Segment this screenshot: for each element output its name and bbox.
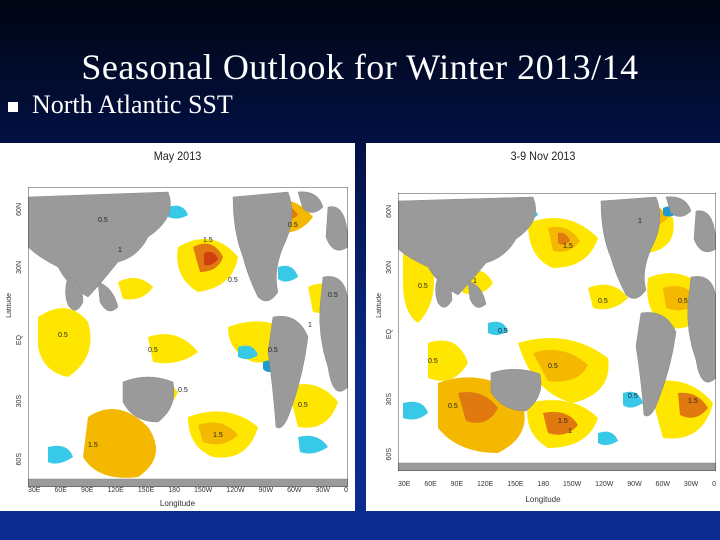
sst-map-panel-nov: 3-9 Nov 2013 Latitude 60N 30N EQ 30S 60S xyxy=(366,143,720,511)
lon-tick: 60E xyxy=(424,481,437,488)
contour-label: 0.5 xyxy=(298,402,308,409)
contour-label: 1 xyxy=(638,218,642,225)
lon-tick: 120E xyxy=(476,481,494,488)
lon-tick: 150E xyxy=(137,487,155,494)
contour-label: 0.5 xyxy=(598,298,608,305)
lon-tick: 120W xyxy=(226,487,245,494)
lon-tick: 90W xyxy=(627,481,642,488)
lon-tick: 150W xyxy=(194,487,213,494)
lon-tick: 0 xyxy=(712,481,716,488)
lat-tick: 30S xyxy=(386,393,393,406)
land-masses xyxy=(28,191,348,487)
contour-label: 1.5 xyxy=(563,243,573,250)
contour-label: 1 xyxy=(568,428,572,435)
contour-label: 0.5 xyxy=(498,328,508,335)
contour-label: 0.5 xyxy=(418,283,428,290)
lat-tick: 60N xyxy=(386,205,393,218)
lon-tick: 150W xyxy=(562,481,582,488)
contour-label: 1 xyxy=(118,247,122,254)
lat-tick: 60S xyxy=(16,453,23,466)
lon-tick: 90E xyxy=(450,481,464,488)
lon-tick: 30W xyxy=(683,481,699,488)
y-axis-label: Latitude xyxy=(376,293,383,318)
sst-map-panel-may: May 2013 Latitude 60N 30N EQ 30S 60S xyxy=(0,143,355,511)
lon-tick-labels: 30E 60E 90E 120E 150E 180 150W 120W 90W … xyxy=(398,481,716,488)
land-masses xyxy=(398,196,716,471)
lon-tick-labels: 30E 60E 90E 120E 150E 180 150W 120W 90W … xyxy=(28,487,348,494)
lat-tick: EQ xyxy=(16,335,23,346)
contour-label: 0.5 xyxy=(228,277,238,284)
lon-tick: 60W xyxy=(655,481,670,488)
contour-label: 0.5 xyxy=(178,387,188,394)
lon-tick: 180 xyxy=(168,487,180,494)
bullet-text: North Atlantic SST xyxy=(32,90,233,119)
map-title: 3-9 Nov 2013 xyxy=(510,149,576,163)
lon-tick: 90E xyxy=(81,487,94,494)
contour-label: 0.5 xyxy=(328,292,338,299)
lat-tick: 60S xyxy=(386,448,393,461)
slide-title: Seasonal Outlook for Winter 2013/14 xyxy=(81,47,639,87)
lon-tick: 120W xyxy=(595,481,614,488)
contour-label: 0.5 xyxy=(98,217,108,224)
contour-label: 1.5 xyxy=(213,432,223,439)
contour-label: 1.5 xyxy=(88,442,98,449)
lon-tick: 120E xyxy=(107,487,124,494)
contour-label: 0.5 xyxy=(448,403,458,410)
lat-tick: 60N xyxy=(16,203,23,216)
lon-tick: 30W xyxy=(315,487,330,494)
x-axis-label: Longitude xyxy=(159,499,196,508)
sst-anomaly-map: 0.5 1.5 1 0.5 0.5 1.5 0.5 1 0.5 1.5 1 0.5 0.5 0.5 xyxy=(398,193,716,471)
lon-tick: 60E xyxy=(54,487,67,494)
contour-label: 1 xyxy=(473,278,477,285)
contour-label: 1.5 xyxy=(203,237,213,244)
contour-label: 1.5 xyxy=(558,418,568,425)
contour-label: 0.5 xyxy=(428,358,438,365)
contour-label: 0.5 xyxy=(548,363,558,370)
lon-tick: 60W xyxy=(287,487,302,494)
lon-tick: 150E xyxy=(507,481,524,488)
map-title: May 2013 xyxy=(153,149,202,163)
contour-label: 0.5 xyxy=(268,347,278,354)
lon-tick: 0 xyxy=(343,487,348,494)
contour-label: 0.5 xyxy=(288,222,298,229)
x-axis-label: Longitude xyxy=(525,495,561,504)
lat-tick: EQ xyxy=(386,329,393,340)
lon-tick: 30E xyxy=(28,487,41,494)
bullet-row: North Atlantic SST xyxy=(8,90,233,120)
lon-tick: 180 xyxy=(537,481,550,488)
contour-label: 0.5 xyxy=(148,347,158,354)
contour-label: 0.5 xyxy=(678,298,688,305)
lon-tick: 90W xyxy=(258,487,274,494)
lon-tick: 30E xyxy=(398,481,411,488)
contour-label: 1 xyxy=(308,322,312,329)
y-axis-label: Latitude xyxy=(6,293,13,318)
contour-label: 0.5 xyxy=(628,393,638,400)
lat-tick: 30S xyxy=(16,395,23,408)
bullet-square-icon xyxy=(8,102,18,112)
contour-label: 0.5 xyxy=(58,332,68,339)
lat-tick: 30N xyxy=(386,261,393,274)
contour-label: 1.5 xyxy=(688,398,698,405)
lat-tick: 30N xyxy=(16,261,23,274)
sst-anomaly-map: 0.5 1 1.5 0.5 0.5 1 0.5 0.5 1.5 0.5 1.5 0.5 0.5 0.5 xyxy=(28,187,348,487)
